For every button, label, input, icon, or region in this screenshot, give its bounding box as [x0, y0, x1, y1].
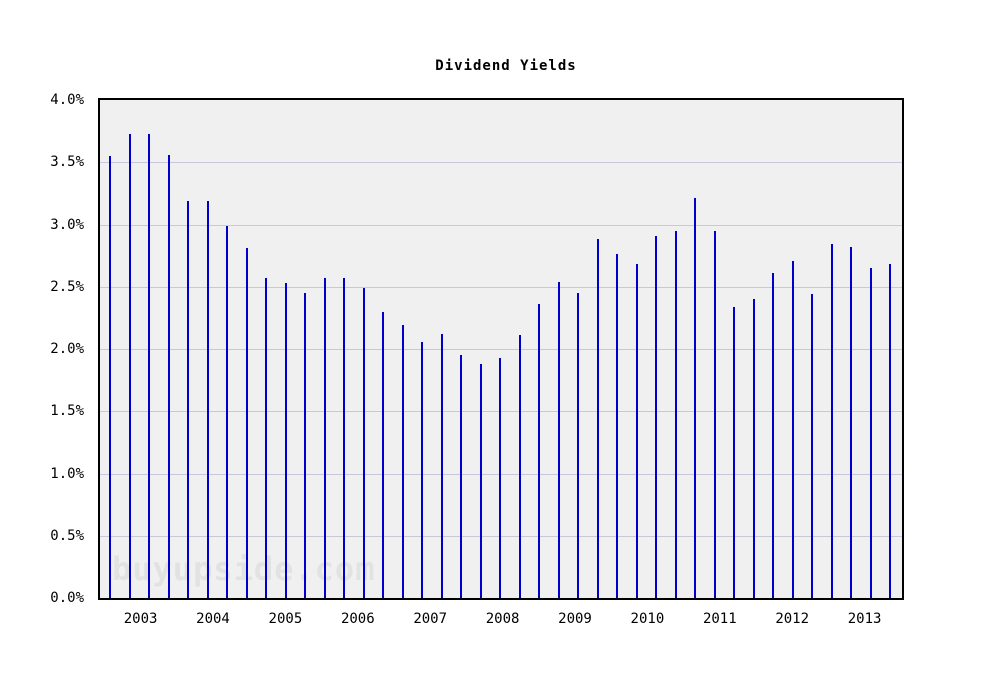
bar — [733, 306, 736, 598]
bar — [421, 341, 424, 598]
y-axis-label: 0.5% — [50, 527, 84, 544]
bar — [304, 293, 307, 598]
y-axis-label: 3.5% — [50, 154, 84, 171]
bar — [265, 278, 268, 598]
bar — [830, 244, 833, 598]
plot-area: buyupside.com — [100, 100, 902, 598]
bar — [772, 273, 775, 598]
bar — [109, 156, 112, 598]
gridline — [100, 349, 902, 350]
bar — [226, 225, 229, 598]
gridline — [100, 286, 902, 288]
x-axis-label: 2012 — [775, 611, 810, 627]
bar — [206, 200, 209, 598]
bar — [791, 260, 794, 598]
y-axis-label: 0.0% — [50, 590, 84, 606]
bar — [674, 230, 677, 598]
bar — [811, 294, 813, 598]
x-axis-label: 2008 — [485, 611, 520, 627]
bar — [323, 278, 326, 598]
gridline — [100, 224, 902, 226]
bar — [752, 299, 755, 598]
y-axis-label: 1.5% — [50, 403, 84, 420]
bar — [635, 264, 638, 598]
bar — [167, 154, 170, 598]
x-axis-label: 2006 — [340, 611, 375, 627]
bar — [382, 311, 385, 598]
bar — [284, 283, 287, 598]
bar — [889, 264, 891, 598]
y-axis-label: 3.0% — [50, 216, 84, 233]
x-axis-label: 2009 — [558, 611, 592, 627]
y-axis-label: 2.0% — [50, 341, 84, 357]
bar — [557, 281, 560, 598]
bar — [187, 200, 190, 598]
bar — [850, 246, 852, 598]
bar — [518, 335, 521, 598]
bar — [616, 254, 619, 598]
x-axis-label: 2003 — [123, 611, 158, 627]
bar — [401, 325, 404, 598]
bar — [694, 198, 697, 598]
bar — [128, 133, 131, 598]
y-axis-label: 1.0% — [50, 465, 84, 482]
bar — [460, 355, 463, 598]
bar — [148, 133, 151, 598]
bar — [479, 363, 482, 598]
gridline — [100, 162, 902, 164]
bar — [713, 230, 716, 598]
bar — [245, 248, 248, 598]
bar — [538, 304, 541, 598]
x-axis-label: 2011 — [702, 611, 737, 627]
chart-title: Dividend Yields — [435, 58, 577, 74]
bar — [362, 288, 365, 598]
bar — [577, 293, 580, 598]
bar — [499, 357, 502, 598]
x-axis-label: 2004 — [196, 611, 230, 627]
bar — [343, 278, 346, 598]
y-axis-label: 4.0% — [50, 92, 84, 108]
bar — [869, 268, 872, 598]
bar — [440, 334, 443, 598]
x-axis-label: 2013 — [847, 611, 882, 627]
x-axis-label: 2010 — [630, 611, 665, 627]
watermark: buyupside.com — [112, 550, 376, 588]
y-axis-label: 2.5% — [50, 278, 84, 295]
x-axis-label: 2005 — [268, 611, 303, 627]
x-axis-label: 2007 — [413, 611, 448, 627]
bar — [655, 235, 658, 598]
bar — [596, 239, 599, 598]
